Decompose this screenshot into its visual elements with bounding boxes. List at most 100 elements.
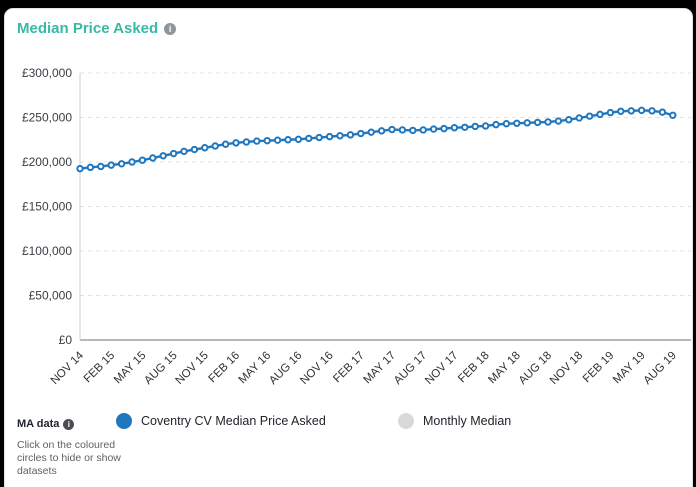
data-point[interactable] [305, 134, 313, 143]
data-point[interactable] [180, 147, 188, 156]
x-tick-label: NOV 18 [548, 350, 585, 387]
x-tick-label: MAY 18 [486, 350, 523, 387]
info-icon[interactable]: i [164, 22, 177, 35]
data-point[interactable] [440, 124, 448, 133]
data-point[interactable] [211, 142, 219, 150]
data-point[interactable] [294, 135, 303, 144]
data-point[interactable] [461, 123, 469, 131]
data-point[interactable] [544, 118, 552, 126]
data-point[interactable] [502, 120, 511, 128]
data-point[interactable] [658, 108, 667, 116]
y-tick-label: £50,000 [29, 289, 73, 303]
data-point[interactable] [253, 137, 261, 145]
data-point[interactable] [107, 161, 115, 169]
legend-swatch-monthly-median-icon[interactable] [398, 413, 414, 429]
x-tick-label: AUG 15 [142, 350, 179, 387]
data-point[interactable] [242, 138, 251, 146]
x-tick-label: NOV 17 [423, 350, 460, 387]
data-point[interactable] [138, 156, 147, 164]
legend-instructions: Click on the coloured circles to hide or… [17, 439, 121, 477]
data-point[interactable] [315, 133, 323, 142]
data-point[interactable] [585, 112, 594, 120]
y-tick-label: £200,000 [22, 155, 72, 169]
x-tick-label: NOV 14 [49, 349, 87, 387]
data-point[interactable] [201, 144, 209, 152]
x-tick-label: MAY 16 [237, 350, 274, 387]
data-point[interactable] [76, 164, 84, 173]
data-point[interactable] [648, 107, 656, 115]
chart-svg: £0 £50,000 £100,000 £150,000 £200,000 £250,00… [22, 66, 691, 387]
data-point[interactable] [284, 136, 292, 144]
page-title: Median Price Asked i [17, 20, 177, 37]
data-point[interactable] [409, 126, 417, 135]
data-point[interactable] [273, 136, 282, 144]
x-tick-label: FEB 17 [331, 350, 367, 386]
data-point[interactable] [627, 107, 635, 115]
ma-data-block: MA data i Click on the coloured circles … [17, 418, 135, 478]
x-tick-label: NOV 16 [298, 350, 335, 387]
data-point[interactable] [565, 116, 573, 124]
y-tick-label: £250,000 [22, 111, 72, 125]
data-point[interactable] [221, 140, 230, 148]
data-point[interactable] [513, 119, 521, 127]
data-point[interactable] [117, 160, 126, 168]
x-tick-label: MAY 19 [611, 350, 648, 387]
data-point[interactable] [190, 145, 199, 154]
series-line [78, 109, 674, 170]
chart-legend: Coventry CV Median Price Asked Monthly M… [5, 413, 692, 435]
chart-title-text: Median Price Asked [17, 20, 159, 37]
data-point[interactable] [367, 128, 375, 136]
data-point[interactable] [575, 114, 583, 122]
legend-item-label: Coventry CV Median Price Asked [141, 414, 326, 428]
x-tick-label: FEB 15 [82, 350, 118, 386]
chart-card: Median Price Asked i £0 £50,000 £100,000 £1… [4, 8, 693, 487]
x-tick-label: FEB 19 [581, 350, 617, 386]
y-tick-label: £150,000 [22, 200, 72, 214]
data-point[interactable] [357, 129, 365, 138]
data-point[interactable] [617, 107, 625, 115]
legend-item-monthly-median[interactable]: Monthly Median [398, 413, 511, 429]
data-point[interactable] [596, 110, 604, 119]
data-point[interactable] [669, 111, 677, 119]
data-point[interactable] [523, 119, 531, 127]
data-point[interactable] [398, 126, 407, 134]
data-point[interactable] [533, 118, 542, 127]
legend-item-coventry[interactable]: Coventry CV Median Price Asked [116, 413, 326, 429]
ma-info-icon[interactable]: i [63, 418, 75, 430]
data-point[interactable] [159, 152, 167, 160]
data-point[interactable] [377, 127, 386, 135]
x-tick-label: AUG 16 [267, 350, 304, 387]
data-point[interactable] [149, 154, 157, 162]
data-point[interactable] [471, 122, 479, 131]
x-tick-label: AUG 18 [517, 350, 554, 387]
x-tick-label: MAY 15 [112, 350, 149, 387]
data-point[interactable] [388, 125, 396, 134]
data-point[interactable] [263, 136, 271, 145]
ma-data-label-text: MA data [17, 418, 60, 430]
y-tick-label: £100,000 [22, 244, 72, 258]
data-point[interactable] [86, 163, 95, 172]
x-tick-label: AUG 17 [392, 350, 429, 387]
data-point[interactable] [637, 106, 646, 115]
data-point[interactable] [429, 125, 438, 133]
legend-item-label: Monthly Median [423, 414, 512, 428]
data-point[interactable] [169, 149, 178, 158]
data-point[interactable] [128, 158, 136, 166]
data-point[interactable] [554, 117, 563, 125]
data-point[interactable] [232, 139, 240, 147]
x-tick-label: NOV 15 [173, 350, 210, 387]
data-point[interactable] [346, 131, 355, 139]
x-tick-label: FEB 16 [207, 350, 243, 386]
x-tick-label: AUG 19 [641, 350, 678, 387]
data-point[interactable] [450, 124, 459, 132]
legend-swatch-coventry-icon[interactable] [116, 413, 132, 429]
data-point[interactable] [325, 132, 334, 141]
data-point[interactable] [492, 120, 500, 129]
data-point[interactable] [419, 126, 427, 134]
data-point[interactable] [481, 122, 490, 130]
data-point[interactable] [97, 162, 105, 171]
x-tick-label: MAY 17 [361, 350, 398, 387]
data-point[interactable] [336, 132, 344, 140]
data-point[interactable] [606, 108, 615, 117]
x-tick-label: FEB 18 [456, 350, 492, 386]
